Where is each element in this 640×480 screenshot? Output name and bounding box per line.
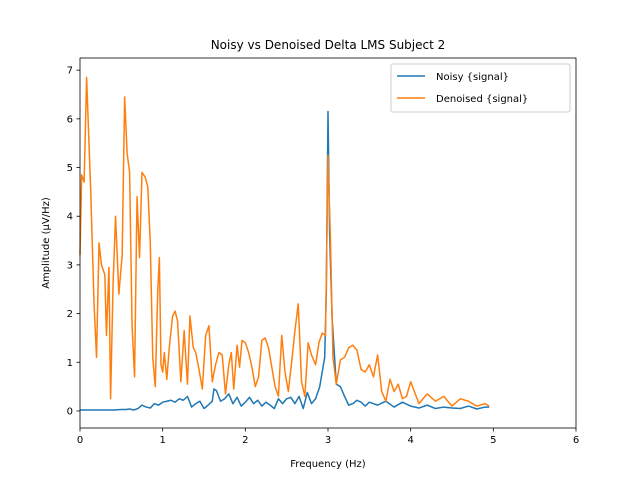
x-axis: 0 1 2 3 4 5 6: [77, 428, 579, 446]
x-tick-label: 6: [573, 435, 579, 446]
y-tick-label: 4: [67, 212, 73, 223]
x-axis-label: Frequency (Hz): [290, 459, 366, 470]
series-line-noisy: [80, 110, 490, 411]
legend-label-noisy: Noisy {signal}: [436, 72, 509, 83]
y-tick-label: 0: [67, 406, 73, 417]
y-axis: 0 1 2 3 4 5 6 7: [67, 66, 80, 417]
y-tick-label: 2: [67, 309, 73, 320]
x-tick-label: 3: [325, 435, 331, 446]
x-tick-label: 2: [242, 435, 248, 446]
series-layer: [79, 76, 490, 411]
legend: Noisy {signal} Denoised {signal}: [390, 63, 571, 113]
y-tick-label: 6: [67, 114, 73, 125]
y-axis-label: Amplitude (μV/Hz): [41, 197, 52, 289]
legend-box: [390, 63, 571, 113]
x-tick-label: 4: [407, 435, 413, 446]
y-tick-label: 1: [67, 358, 73, 369]
x-tick-label: 1: [159, 435, 165, 446]
legend-label-denoised: Denoised {signal}: [436, 94, 528, 105]
y-tick-label: 3: [67, 260, 73, 271]
chart-title: Noisy vs Denoised Delta LMS Subject 2: [211, 38, 446, 52]
series-line-denoised: [79, 76, 490, 407]
x-tick-label: 5: [490, 435, 496, 446]
y-tick-label: 5: [67, 163, 73, 174]
y-tick-label: 7: [67, 66, 73, 77]
x-tick-label: 0: [77, 435, 83, 446]
